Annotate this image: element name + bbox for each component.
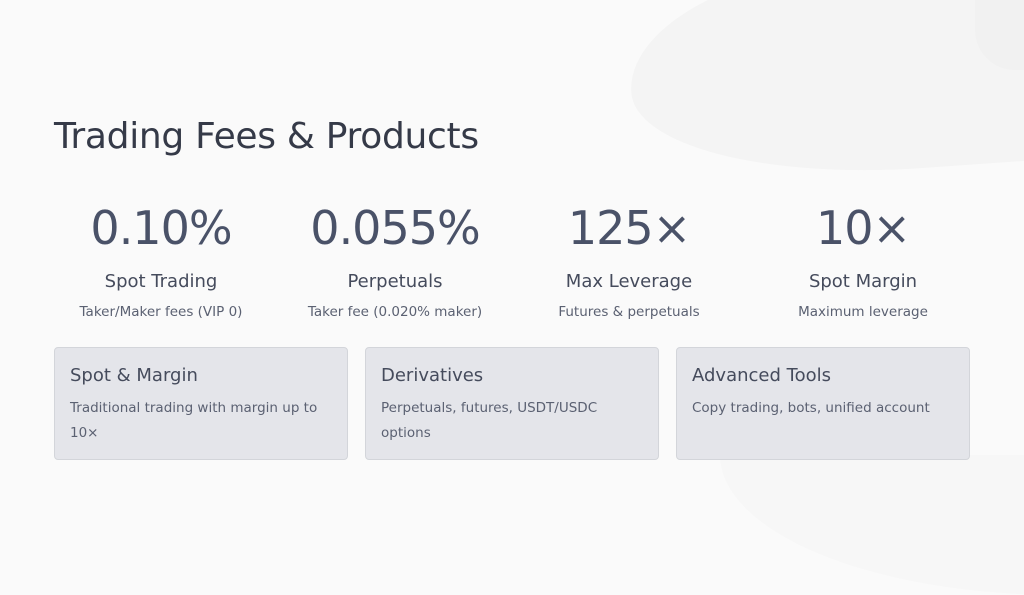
stat-label: Max Leverage bbox=[565, 271, 693, 292]
stat-perpetuals: 0.055% Perpetuals Taker fee (0.020% make… bbox=[278, 198, 512, 321]
stat-subtext: Taker/Maker fees (VIP 0) bbox=[79, 304, 243, 320]
stat-spot-margin: 10× Spot Margin Maximum leverage bbox=[746, 198, 980, 321]
stat-value: 10× bbox=[815, 201, 911, 255]
stat-value: 0.10% bbox=[90, 201, 232, 255]
card-title: Derivatives bbox=[381, 365, 484, 386]
card-title: Advanced Tools bbox=[692, 365, 831, 386]
card-advanced-tools: Advanced Tools Copy trading, bots, unifi… bbox=[676, 347, 970, 460]
stat-subtext: Maximum leverage bbox=[798, 304, 928, 320]
card-title: Spot & Margin bbox=[70, 365, 198, 386]
stat-value: 125× bbox=[567, 201, 691, 255]
card-derivatives: Derivatives Perpetuals, futures, USDT/US… bbox=[365, 347, 659, 460]
card-spot-margin: Spot & Margin Traditional trading with m… bbox=[54, 347, 348, 460]
card-description: Traditional trading with margin up to 10… bbox=[70, 400, 318, 441]
stat-subtext: Taker fee (0.020% maker) bbox=[307, 304, 483, 320]
stat-label: Spot Trading bbox=[104, 271, 218, 292]
stat-label: Spot Margin bbox=[808, 271, 918, 292]
stat-max-leverage: 125× Max Leverage Futures & perpetuals bbox=[512, 198, 746, 321]
stat-subtext: Futures & perpetuals bbox=[558, 304, 700, 320]
stats-row: 0.10% Spot Trading Taker/Maker fees (VIP… bbox=[44, 198, 980, 321]
card-description: Perpetuals, futures, USDT/USDC options bbox=[381, 400, 598, 441]
background-shape bbox=[623, 0, 1024, 188]
stat-value: 0.055% bbox=[310, 201, 480, 255]
background-shape bbox=[975, 0, 1024, 70]
stat-label: Perpetuals bbox=[347, 271, 443, 292]
stat-spot-trading: 0.10% Spot Trading Taker/Maker fees (VIP… bbox=[44, 198, 278, 321]
page-title: Trading Fees & Products bbox=[54, 116, 479, 157]
card-description: Copy trading, bots, unified account bbox=[692, 400, 930, 416]
product-cards: Spot & Margin Traditional trading with m… bbox=[54, 347, 970, 460]
background-shape bbox=[720, 455, 1024, 595]
